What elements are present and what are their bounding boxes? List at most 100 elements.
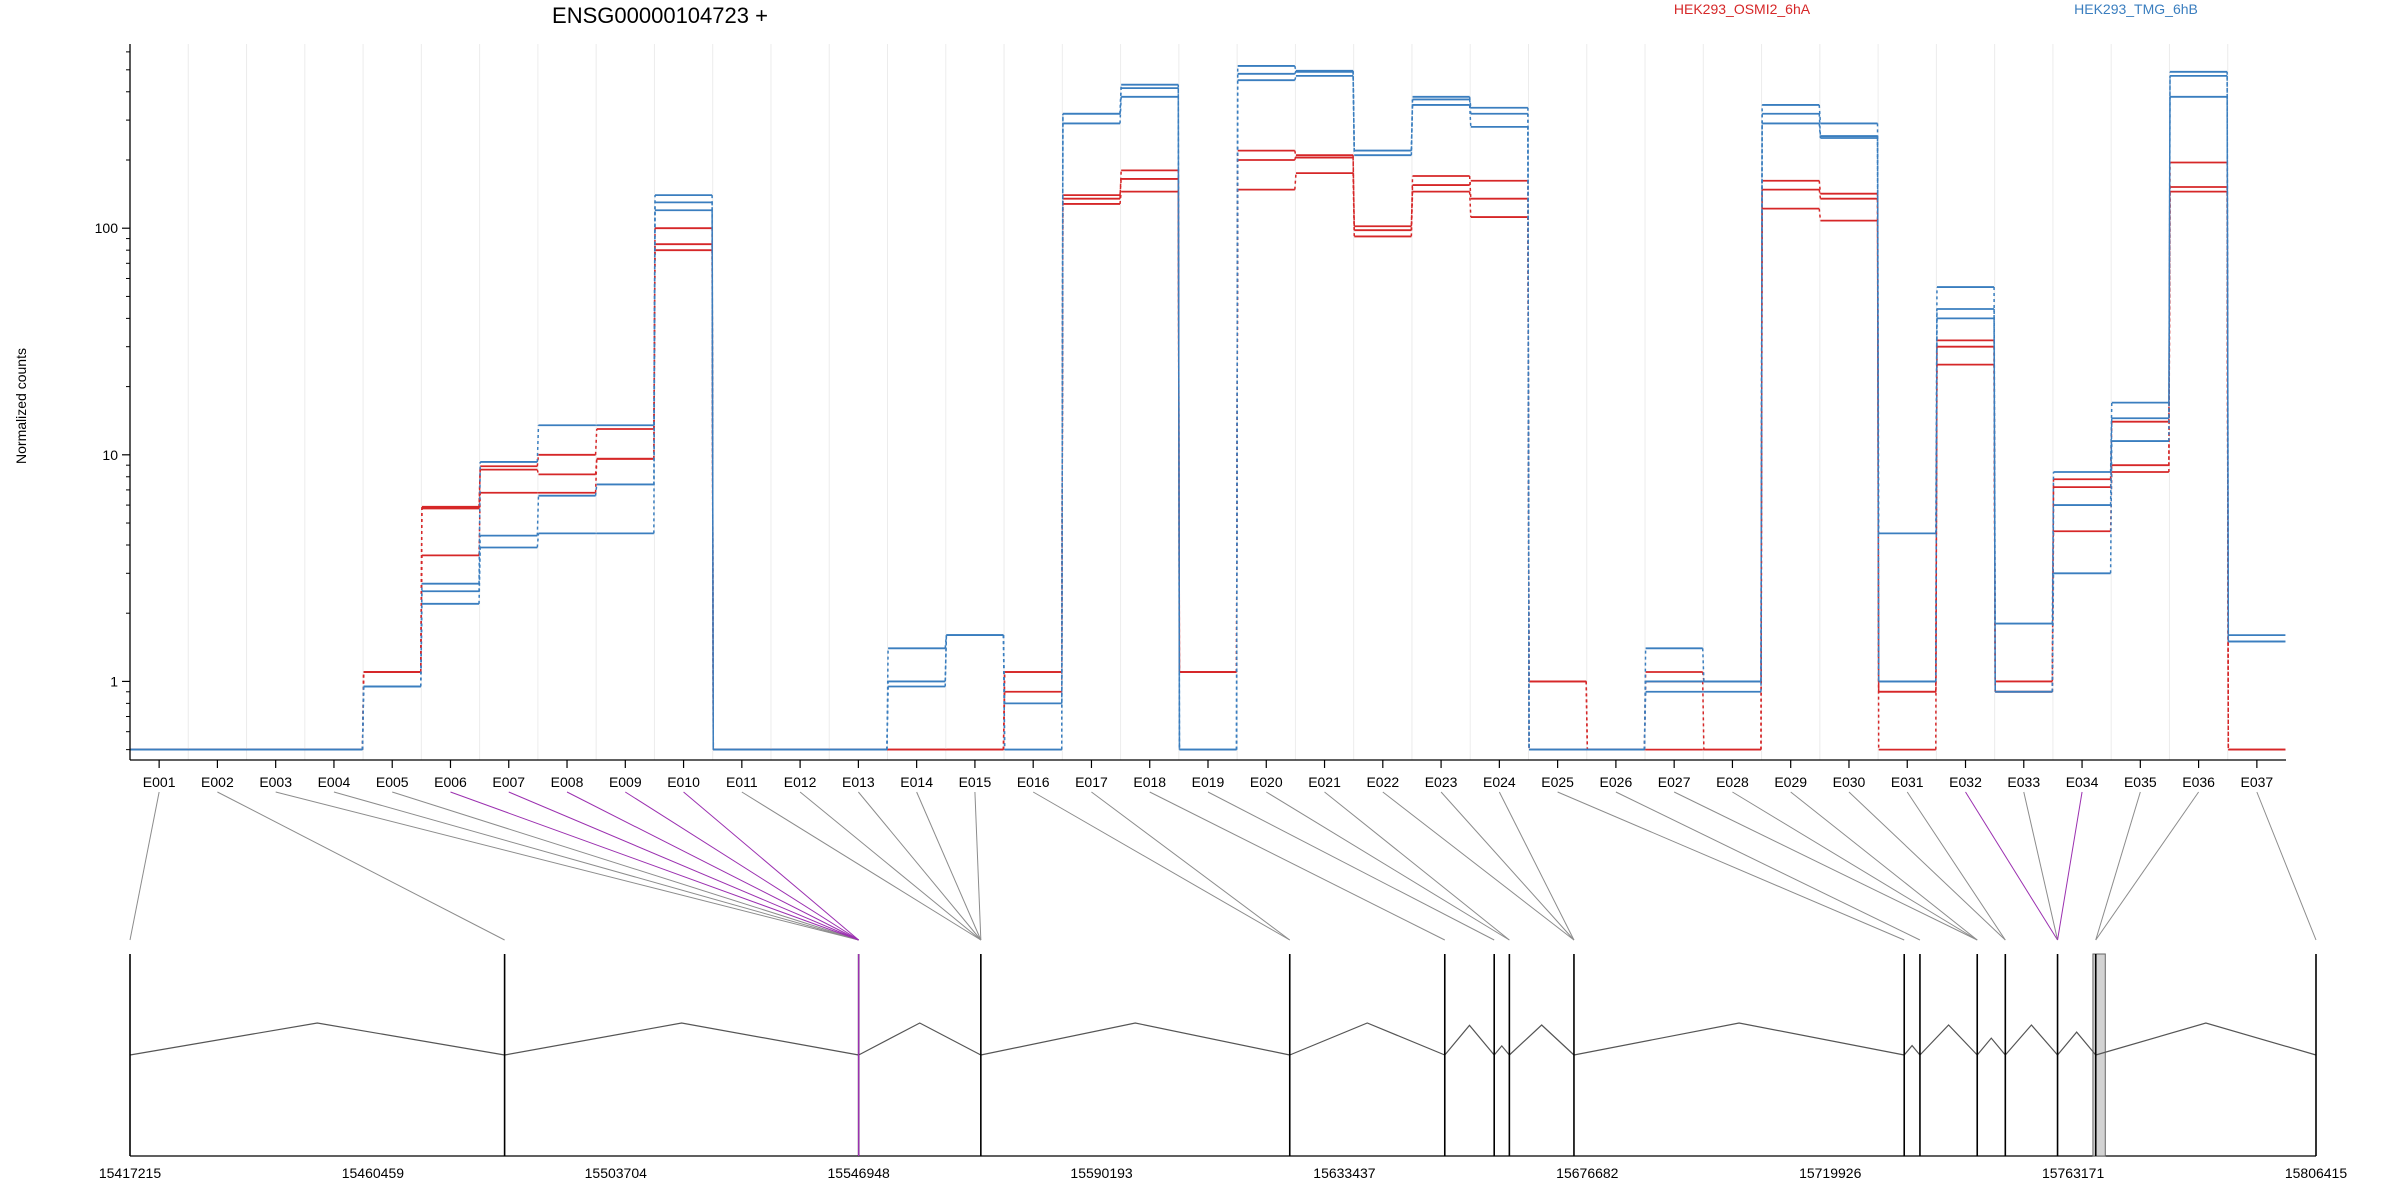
intron-chevron: [1508, 1024, 1575, 1056]
bin-connector: [1440, 791, 1575, 941]
series-step: [594, 428, 598, 455]
bin-connector: [1091, 791, 1291, 941]
chart-title: ENSG00000104723 +: [552, 3, 768, 28]
coordinate-label: 15546948: [828, 1165, 891, 1181]
series-step: [1002, 635, 1006, 704]
plot-axes: 1 10 100 E001 E002 E003 E004 E005 E006 E007 E008 E0…: [95, 44, 2286, 790]
series-step: [1760, 104, 1763, 682]
bin-connector: [450, 791, 859, 941]
series-step: [1468, 191, 1472, 218]
series-step: [1818, 180, 1822, 194]
series-step: [1876, 123, 1880, 534]
bin-connector: [683, 791, 859, 941]
series-step: [1527, 107, 1530, 750]
x-tick-label: E019: [1192, 774, 1225, 790]
y-axis-label: Normalized counts: [13, 348, 29, 464]
x-tick-label: E023: [1425, 774, 1458, 790]
x-tick-label: E029: [1774, 774, 1807, 790]
bin-connector: [625, 791, 859, 941]
bin-connector: [1848, 791, 2006, 941]
x-tick-label: E017: [1075, 774, 1108, 790]
coordinate-label: 15590193: [1070, 1165, 1133, 1181]
coordinate-label: 15460459: [342, 1165, 405, 1181]
x-tick-label: E016: [1017, 774, 1050, 790]
bin-connector: [2095, 791, 2200, 941]
x-tick-label: E005: [376, 774, 409, 790]
series-step: [1993, 309, 1996, 692]
intron-chevron: [1493, 1044, 1510, 1056]
series-step: [1468, 175, 1472, 199]
series-step: [1701, 681, 1705, 750]
y-tick-label: 1: [110, 673, 118, 689]
series-step: [536, 454, 540, 467]
series-step: [2168, 71, 2171, 403]
bin-connector: [799, 791, 982, 941]
series-line: [130, 75, 2286, 751]
x-tick-label: E013: [842, 774, 875, 790]
x-tick-label: E020: [1250, 774, 1283, 790]
exon-block: [2092, 953, 2106, 1157]
bin-connector: [857, 791, 982, 941]
x-tick-label: E012: [784, 774, 817, 790]
series-step: [2226, 75, 2230, 642]
bin-connector: [129, 791, 160, 941]
bin-connector: [2023, 791, 2059, 941]
x-tick-label: E025: [1541, 774, 1574, 790]
series-step: [944, 635, 948, 649]
series-step: [2051, 471, 2055, 624]
series-step: [1410, 96, 1414, 151]
x-tick-label: E028: [1716, 774, 1749, 790]
x-tick-label: E004: [318, 774, 351, 790]
bin-connector: [1324, 791, 1510, 941]
bin-connector: [1557, 791, 1905, 941]
plot-grid: [187, 44, 2229, 760]
y-tick-label: 100: [95, 220, 119, 236]
intron-chevron: [2095, 1022, 2317, 1056]
coordinate-label: 15633437: [1313, 1165, 1376, 1181]
series-step: [1818, 208, 1822, 221]
exon-connectors: [129, 791, 2317, 941]
series-step: [2226, 71, 2230, 636]
bin-connector: [1207, 791, 1495, 941]
series-step: [1352, 71, 1356, 151]
series-step: [536, 495, 540, 536]
intron-chevron: [2004, 1024, 2059, 1056]
series-step: [653, 195, 656, 426]
x-tick-label: E035: [2124, 774, 2157, 790]
series-step: [1294, 65, 1297, 72]
coordinate-label: 15676682: [1556, 1165, 1619, 1181]
x-tick-label: E001: [143, 774, 176, 790]
series-step: [1119, 96, 1122, 124]
x-tick-label: E003: [259, 774, 292, 790]
x-tick-label: E014: [900, 774, 933, 790]
x-tick-label: E021: [1308, 774, 1341, 790]
x-tick-label: E030: [1833, 774, 1866, 790]
series-step: [1294, 75, 1297, 81]
series-step: [711, 195, 715, 750]
series-step: [1818, 189, 1822, 199]
intron-chevron: [504, 1022, 859, 1056]
intron-chevron: [1903, 1044, 1921, 1056]
series-line: [130, 172, 2286, 751]
series-step: [2109, 441, 2113, 574]
series-step: [420, 583, 423, 687]
series-step: [1935, 287, 1938, 534]
bin-connector: [1032, 791, 1291, 941]
x-tick-label: E034: [2066, 774, 2099, 790]
intron-chevron: [980, 1022, 1290, 1056]
x-tick-label: E031: [1891, 774, 1924, 790]
series-step: [1060, 113, 1064, 750]
legend-group-b: HEK293_TMG_6hB: [2074, 1, 2198, 17]
bin-connector: [2057, 791, 2083, 941]
bin-connector: [2095, 791, 2141, 941]
bin-connector: [392, 791, 859, 941]
series-step: [1002, 672, 1006, 750]
series-step: [2109, 418, 2113, 506]
coordinate-label: 15806415: [2285, 1165, 2348, 1181]
series-step: [1468, 104, 1472, 127]
x-tick-label: E002: [201, 774, 234, 790]
series-step: [361, 686, 365, 750]
bin-connector: [1732, 791, 1978, 941]
bin-connector: [275, 791, 859, 941]
